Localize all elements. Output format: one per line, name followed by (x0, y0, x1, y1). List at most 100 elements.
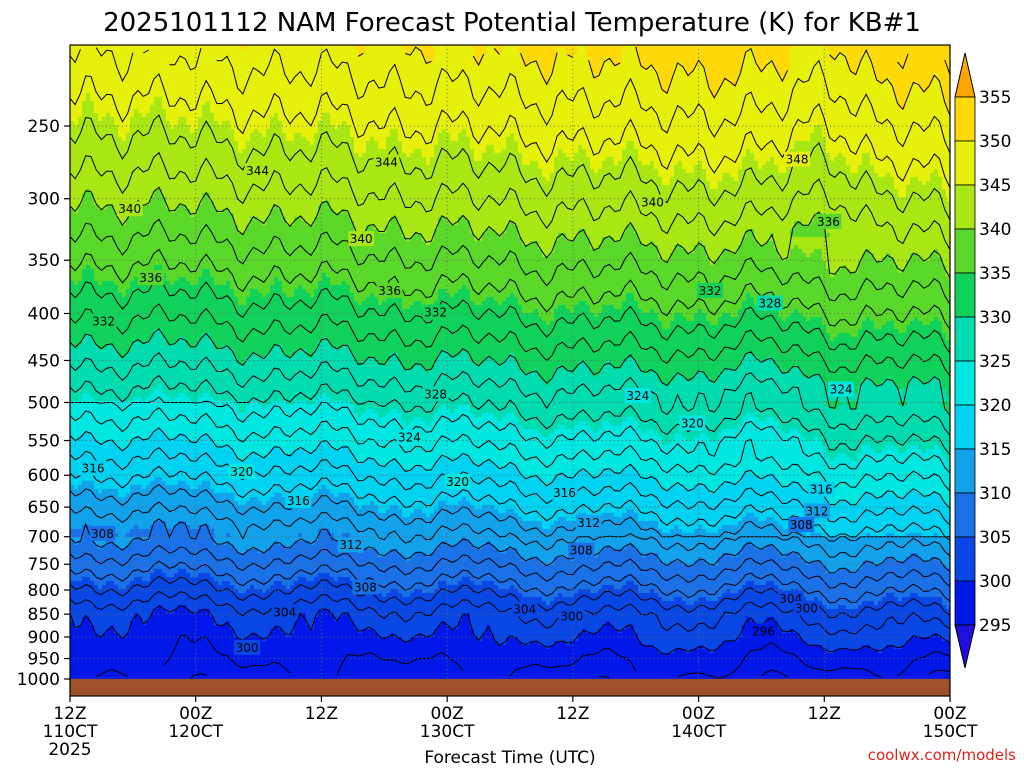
field-cell (94, 189, 98, 193)
field-cell (74, 341, 78, 345)
field-cell (78, 629, 82, 633)
field-cell (86, 177, 90, 181)
field-cell (74, 377, 78, 381)
field-cell (94, 61, 98, 65)
field-cell (74, 597, 78, 601)
field-cell (98, 89, 102, 93)
field-cell (86, 49, 90, 53)
field-cell (86, 345, 90, 349)
field-cell (74, 465, 78, 469)
field-cell (86, 413, 90, 417)
field-cell (94, 517, 98, 521)
field-cell (90, 249, 94, 253)
field-cell (90, 365, 94, 369)
field-cell (78, 421, 82, 425)
field-cell (90, 485, 94, 489)
field-cell (74, 517, 78, 521)
field-cell (82, 349, 86, 353)
field-cell (94, 521, 98, 525)
field-cell (90, 477, 94, 481)
field-cell (86, 457, 90, 461)
field-cell (78, 425, 82, 429)
field-cell (86, 341, 90, 345)
field-cell (98, 185, 102, 189)
field-cell (86, 337, 90, 341)
field-cell (86, 297, 90, 301)
field-cell (94, 309, 98, 313)
field-cell (78, 57, 82, 61)
field-cell (78, 213, 82, 217)
field-cell (90, 289, 94, 293)
field-cell (78, 85, 82, 89)
field-cell (90, 653, 94, 657)
field-cell (86, 545, 90, 549)
field-cell (90, 277, 94, 281)
field-cell (94, 109, 98, 113)
field-cell (74, 425, 78, 429)
field-cell (86, 89, 90, 93)
field-cell (86, 249, 90, 253)
field-cell (90, 181, 94, 185)
field-cell (74, 633, 78, 637)
field-cell (90, 369, 94, 373)
field-cell (94, 625, 98, 629)
field-cell (74, 481, 78, 485)
field-cell (74, 169, 78, 173)
field-cell (90, 389, 94, 393)
field-cell (98, 309, 102, 313)
field-cell (78, 69, 82, 73)
field-cell (86, 133, 90, 137)
field-cell (74, 333, 78, 337)
field-cell (90, 581, 94, 585)
field-cell (74, 637, 78, 641)
field-cell (82, 549, 86, 553)
field-cell (94, 145, 98, 149)
field-cell (94, 613, 98, 617)
field-cell (86, 661, 90, 665)
field-cell (86, 173, 90, 177)
field-cell (82, 445, 86, 449)
field-cell (74, 253, 78, 257)
field-cell (90, 421, 94, 425)
field-cell (86, 537, 90, 541)
field-cell (86, 157, 90, 161)
field-cell (82, 593, 86, 597)
field-cell (82, 425, 86, 429)
field-cell (98, 81, 102, 85)
field-cell (74, 217, 78, 221)
field-cell (78, 481, 82, 485)
field-cell (90, 93, 94, 97)
field-cell (90, 565, 94, 569)
field-cell (94, 249, 98, 253)
field-cell (74, 649, 78, 653)
field-cell (82, 169, 86, 173)
field-cell (74, 185, 78, 189)
field-cell (94, 349, 98, 353)
field-cell (78, 61, 82, 65)
field-cell (90, 233, 94, 237)
field-cell (98, 457, 102, 461)
field-cell (90, 57, 94, 61)
field-cell (82, 129, 86, 133)
field-cell (86, 673, 90, 677)
field-cell (86, 441, 90, 445)
field-cell (86, 61, 90, 65)
field-cell (86, 633, 90, 637)
field-cell (94, 433, 98, 437)
field-cell (74, 445, 78, 449)
field-cell (82, 673, 86, 677)
field-cell (74, 153, 78, 157)
field-cell (94, 581, 98, 585)
field-cell (82, 513, 86, 517)
field-cell (78, 577, 82, 581)
field-cell (86, 145, 90, 149)
field-cell (82, 301, 86, 305)
field-cell (82, 261, 86, 265)
field-cell (82, 113, 86, 117)
field-cell (78, 249, 82, 253)
field-cell (94, 425, 98, 429)
field-cell (94, 97, 98, 101)
field-cell (78, 641, 82, 645)
field-cell (86, 305, 90, 309)
field-cell (78, 253, 82, 257)
